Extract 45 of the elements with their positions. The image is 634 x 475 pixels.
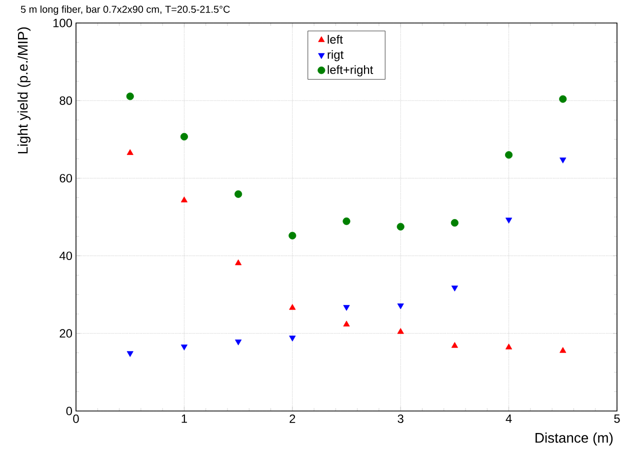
y-tick-label: 80: [60, 96, 72, 105]
x-axis-title: Distance (m): [536, 432, 613, 446]
y-axis-title: Light yield (p.e./MIP): [17, 27, 30, 154]
point: [397, 328, 404, 334]
point: [180, 132, 188, 140]
point: [234, 190, 242, 198]
point: [126, 351, 134, 357]
chart-title: 5 m long fiber, bar 0.7x2x90 cm, T=20.5-21.5°C: [20, 6, 230, 15]
legend-label: left: [328, 34, 343, 44]
point: [397, 303, 404, 310]
point: [126, 92, 134, 100]
point: [342, 217, 350, 226]
point: [505, 344, 512, 350]
x-tick-label: 5: [614, 414, 620, 423]
y-tick-label: 40: [59, 252, 72, 260]
legend-label: left+right: [328, 65, 374, 76]
x-tick-label: 1: [182, 414, 187, 423]
point: [505, 218, 512, 224]
point: [234, 340, 242, 346]
point: [288, 232, 296, 240]
y-tick-label: 60: [60, 174, 72, 182]
legend-label: rigt: [328, 50, 344, 62]
y-tick-label: 0: [66, 406, 72, 416]
point: [234, 259, 242, 266]
x-tick-label: 4: [506, 414, 512, 423]
point: [126, 149, 134, 155]
point: [560, 158, 566, 164]
point: [560, 347, 566, 353]
point: [289, 336, 296, 342]
y-tick-label: 100: [53, 18, 72, 28]
point: [451, 286, 458, 292]
x-tick-label: 0: [73, 414, 79, 423]
y-tick-label: 20: [60, 329, 72, 338]
x-tick-label: 3: [398, 414, 404, 423]
point: [451, 342, 458, 348]
point: [180, 196, 188, 202]
point: [343, 305, 350, 311]
point: [289, 304, 296, 310]
point: [396, 222, 404, 230]
point: [180, 344, 188, 350]
point: [505, 151, 513, 159]
x-tick-label: 2: [290, 414, 296, 423]
point: [450, 219, 458, 227]
point: [559, 95, 567, 103]
point: [343, 320, 350, 326]
